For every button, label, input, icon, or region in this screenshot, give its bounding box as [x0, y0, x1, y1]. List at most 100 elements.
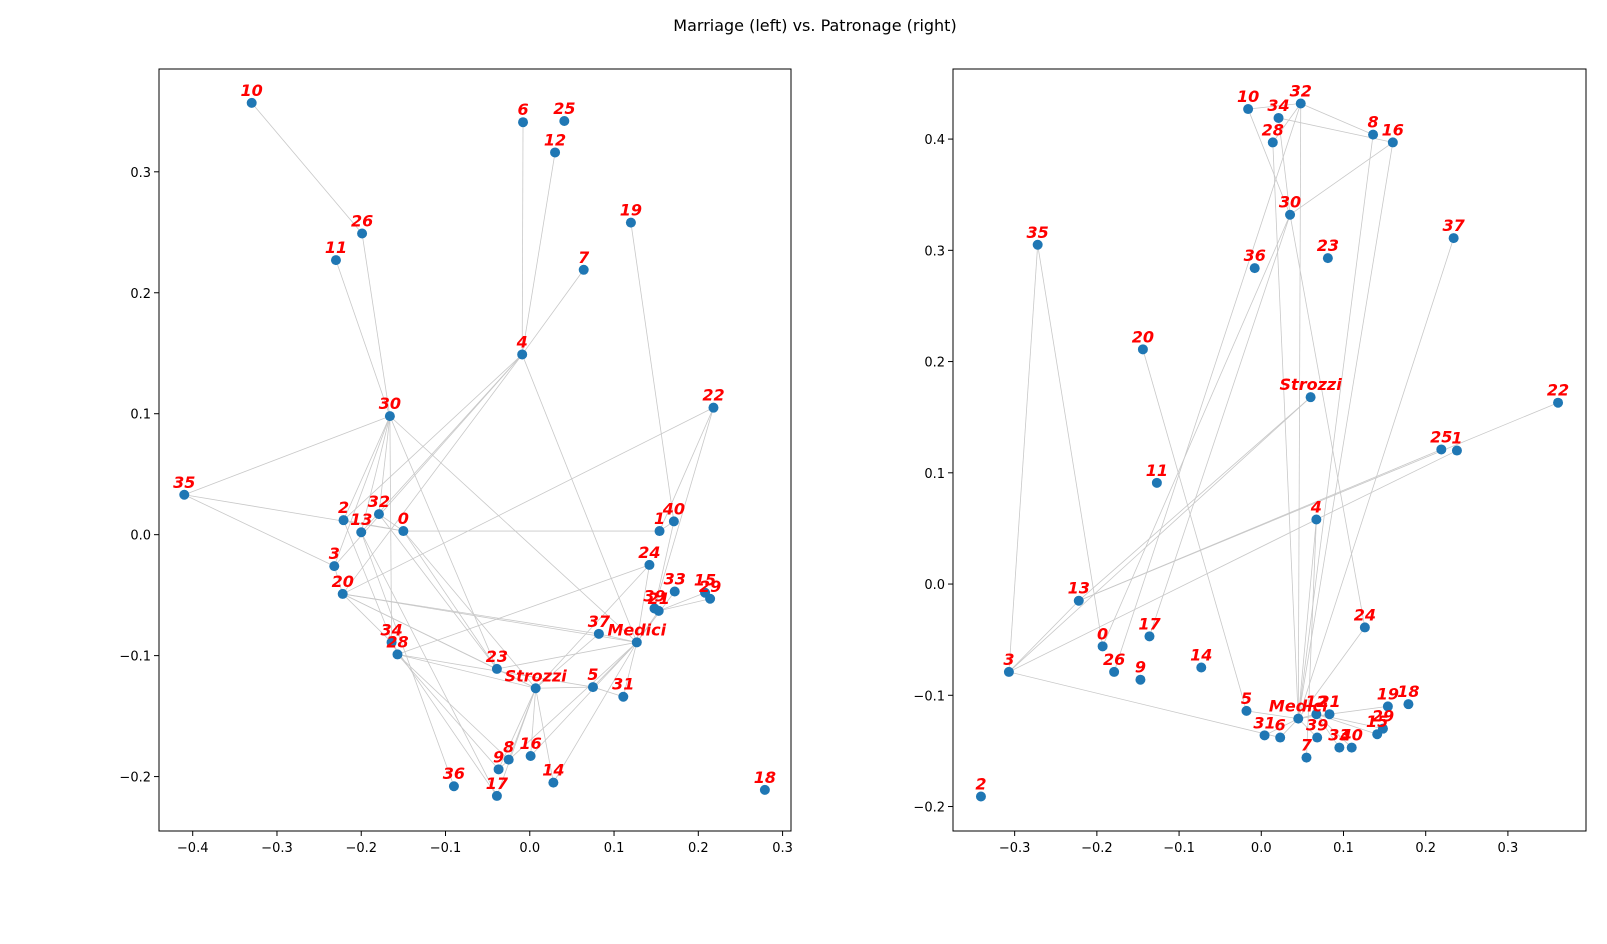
- marriage-node-14: [548, 777, 559, 788]
- patronage-node-36: [1249, 263, 1260, 274]
- patronage-node-15: [1372, 729, 1383, 740]
- patronage-node-label-Strozzi: Strozzi: [1280, 375, 1343, 394]
- patronage-edge-Strozzi-13: [1078, 396, 1311, 602]
- patronage-node-label-40: 40: [1340, 726, 1363, 745]
- patronage-node-label-13: 13: [1068, 579, 1090, 598]
- marriage-node-31: [618, 691, 629, 702]
- patronage-node-Medici: [1293, 713, 1304, 724]
- marriage-node-label-16: 16: [519, 734, 541, 753]
- marriage-edge-21-15: [658, 592, 706, 612]
- marriage-node-label-25: 25: [553, 99, 575, 118]
- patronage-edge-Medici-31: [1264, 718, 1299, 736]
- patronage-node-label-19: 19: [1377, 684, 1399, 703]
- patronage-node-16: [1387, 137, 1398, 148]
- patronage-edge-30-17: [1149, 214, 1291, 637]
- marriage-edge-30-23: [389, 415, 498, 670]
- marriage-node-label-11: 11: [325, 238, 347, 257]
- marriage-x-tick-label: 0.0: [519, 841, 540, 856]
- marriage-edge-0-23: [403, 530, 498, 670]
- patronage-edge-3-6: [1008, 671, 1281, 738]
- marriage-node-36: [448, 781, 459, 792]
- marriage-node-label-22: 22: [702, 386, 724, 405]
- patronage-x-tick-label: −0.1: [1163, 841, 1195, 856]
- marriage-node-label-37: 37: [588, 612, 611, 631]
- marriage-edge-Medici-23: [496, 641, 637, 670]
- marriage-y-axis: −0.2 −0.1 0.0 0.1 0.2 0.3: [119, 166, 159, 786]
- marriage-edge-Medici-16: [530, 642, 638, 757]
- marriage-node-label-33: 33: [664, 570, 686, 589]
- patronage-edge-4-Medici: [1297, 519, 1317, 719]
- patronage-edge-32-26: [1113, 103, 1302, 673]
- patronage-node-label-2: 2: [975, 775, 986, 794]
- patronage-node-label-16: 16: [1382, 120, 1404, 139]
- patronage-node-26: [1109, 666, 1120, 677]
- marriage-node-label-31: 31: [612, 675, 634, 694]
- marriage-node-30: [384, 411, 395, 422]
- patronage-node-label-Medici: Medici: [1269, 697, 1328, 716]
- patronage-node-21: [1324, 709, 1335, 720]
- patronage-node-label-30: 30: [1279, 193, 1301, 212]
- marriage-edge-30-2: [343, 415, 391, 521]
- patronage-y-tick-label: −0.2: [913, 801, 945, 816]
- marriage-node-0: [398, 526, 409, 537]
- marriage-edge-28-9: [397, 654, 499, 770]
- patronage-edge-Medici-24: [1297, 627, 1366, 719]
- marriage-node-2: [338, 515, 349, 526]
- marriage-x-tick-label: 0.3: [772, 841, 793, 856]
- patronage-node-label-3: 3: [1003, 650, 1014, 669]
- marriage-edge-40-39: [654, 521, 675, 609]
- patronage-node-label-18: 18: [1397, 682, 1419, 701]
- patronage-edge-12-40: [1316, 713, 1352, 748]
- marriage-edge-12-4: [521, 152, 556, 355]
- patronage-node-4: [1311, 514, 1322, 525]
- patronage-node-label-28: 28: [1262, 120, 1284, 139]
- marriage-node-4: [517, 349, 528, 360]
- patronage-node-31: [1259, 730, 1270, 741]
- marriage-edge-Medici-24: [636, 564, 650, 643]
- patronage-node-label-36: 36: [1244, 246, 1266, 265]
- marriage-edge-30-Medici: [389, 415, 638, 643]
- marriage-node-37: [593, 628, 604, 639]
- marriage-node-33: [669, 586, 680, 597]
- marriage-edge-13-36: [360, 532, 455, 787]
- marriage-node-label-26: 26: [351, 211, 373, 230]
- patronage-node-label-5: 5: [1241, 689, 1252, 708]
- marriage-node-label-19: 19: [620, 201, 642, 220]
- marriage-edge-5-31: [592, 686, 624, 698]
- patronage-node-label-35: 35: [1027, 223, 1049, 242]
- marriage-edge-2-28: [343, 520, 398, 655]
- patronage-node-label-24: 24: [1354, 605, 1376, 624]
- marriage-edge-21-29: [658, 598, 711, 612]
- marriage-edge-22-39: [654, 407, 714, 609]
- patronage-node-2: [975, 791, 986, 802]
- patronage-node-label-32: 32: [1290, 81, 1312, 100]
- patronage-node-25: [1436, 444, 1447, 455]
- patronage-node-label-15: 15: [1366, 712, 1388, 731]
- marriage-node-label-2: 2: [338, 498, 349, 517]
- marriage-nodes: [179, 97, 770, 801]
- marriage-edge-4-Medici: [521, 354, 638, 643]
- marriage-x-tick-label: 0.2: [688, 841, 709, 856]
- marriage-node-label-20: 20: [332, 572, 354, 591]
- patronage-node-32: [1295, 98, 1306, 109]
- marriage-node-label-32: 32: [368, 492, 390, 511]
- patronage-node-label-0: 0: [1097, 624, 1108, 643]
- patronage-node-label-14: 14: [1190, 645, 1212, 664]
- marriage-node-label-Strozzi: Strozzi: [505, 666, 568, 685]
- patronage-node-label-11: 11: [1146, 461, 1168, 480]
- patronage-node-label-29: 29: [1372, 707, 1394, 726]
- marriage-node-label-12: 12: [544, 130, 566, 149]
- marriage-node-label-18: 18: [754, 768, 776, 787]
- patronage-edge-32-8: [1300, 103, 1374, 135]
- marriage-node-label-23: 23: [486, 647, 508, 666]
- marriage-edge-4-20: [342, 354, 523, 595]
- marriage-node-17: [491, 790, 502, 801]
- marriage-node-28: [392, 649, 403, 660]
- patronage-y-tick-label: 0.0: [924, 578, 945, 593]
- patronage-y-tick-label: 0.1: [924, 467, 945, 482]
- marriage-node-26: [357, 228, 368, 239]
- patronage-edge-16-30: [1289, 142, 1394, 216]
- patronage-node-11: [1151, 477, 1162, 488]
